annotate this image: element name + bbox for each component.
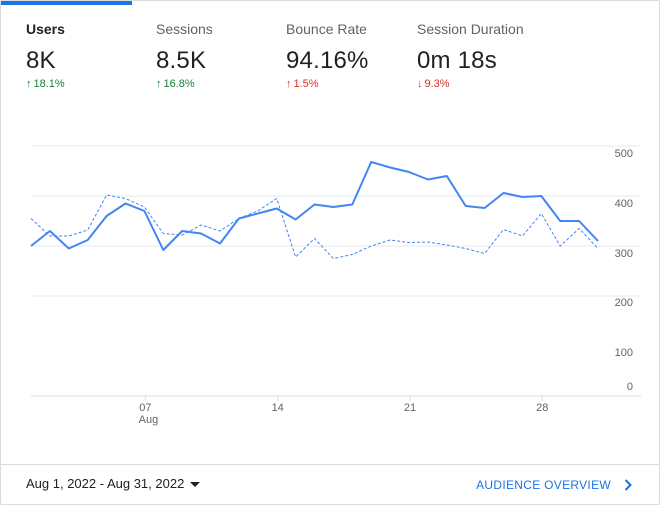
x-tick-label: 28 — [536, 402, 548, 414]
card-footer: Aug 1, 2022 - Aug 31, 2022 AUDIENCE OVER… — [1, 464, 659, 504]
metric-change-value: 9.3% — [424, 78, 450, 90]
metric-change-value: 18.1% — [33, 78, 65, 90]
metric-label: Bounce Rate — [286, 21, 367, 37]
y-tick-label: 500 — [615, 148, 633, 160]
arrow-up-icon: ↑ — [156, 78, 162, 90]
metric-value: 0m 18s — [417, 47, 497, 74]
y-tick-label: 200 — [615, 297, 633, 309]
y-tick-label: 300 — [615, 248, 633, 260]
chart-grid — [31, 145, 641, 397]
metric-label: Users — [26, 21, 65, 37]
audience-overview-link[interactable]: AUDIENCE OVERVIEW — [476, 478, 611, 492]
metric-change: ↑ 18.1% — [26, 78, 65, 90]
arrow-up-icon: ↑ — [286, 78, 292, 90]
metric-tab-bounce-rate[interactable]: Bounce Rate 94.16% ↑ 1.5% — [286, 21, 369, 90]
metric-label: Sessions — [156, 21, 213, 37]
y-tick-label: 100 — [615, 347, 633, 359]
metric-change: ↑ 16.8% — [156, 78, 213, 90]
metric-value: 94.16% — [286, 47, 369, 74]
metric-value: 8K — [26, 47, 56, 74]
metric-tab-sessions[interactable]: Sessions 8.5K ↑ 16.8% — [156, 21, 213, 90]
metric-label: Session Duration — [417, 21, 524, 37]
caret-down-icon — [190, 482, 201, 488]
x-tick-label: 21 — [404, 402, 416, 414]
chart-series — [30, 161, 599, 259]
active-tab-indicator — [1, 1, 132, 5]
x-tick-label: 07 — [139, 402, 151, 414]
date-range-text: Aug 1, 2022 - Aug 31, 2022 — [26, 476, 185, 491]
metric-change: ↑ 1.5% — [286, 78, 369, 90]
arrow-up-icon: ↑ — [26, 78, 32, 90]
metric-tab-session-duration[interactable]: Session Duration 0m 18s ↓ 9.3% — [417, 21, 524, 90]
metric-change: ↓ 9.3% — [417, 78, 524, 90]
metric-value: 8.5K — [156, 47, 207, 74]
y-axis: 500 400 300 200 100 0 — [615, 148, 633, 393]
series-line-current — [30, 161, 599, 251]
metric-change-value: 1.5% — [293, 78, 319, 90]
x-tick-sublabel: Aug — [139, 414, 159, 426]
metric-tab-users[interactable]: Users 8K ↑ 18.1% — [26, 21, 65, 90]
date-range-selector[interactable]: Aug 1, 2022 - Aug 31, 2022 — [26, 476, 201, 491]
arrow-down-icon: ↓ — [417, 78, 423, 90]
y-tick-label: 0 — [627, 381, 633, 393]
chevron-right-icon[interactable] — [621, 478, 635, 492]
y-tick-label: 400 — [615, 198, 633, 210]
x-tick-label: 14 — [272, 402, 284, 414]
metric-change-value: 16.8% — [163, 78, 195, 90]
series-line-comparison — [30, 194, 599, 259]
